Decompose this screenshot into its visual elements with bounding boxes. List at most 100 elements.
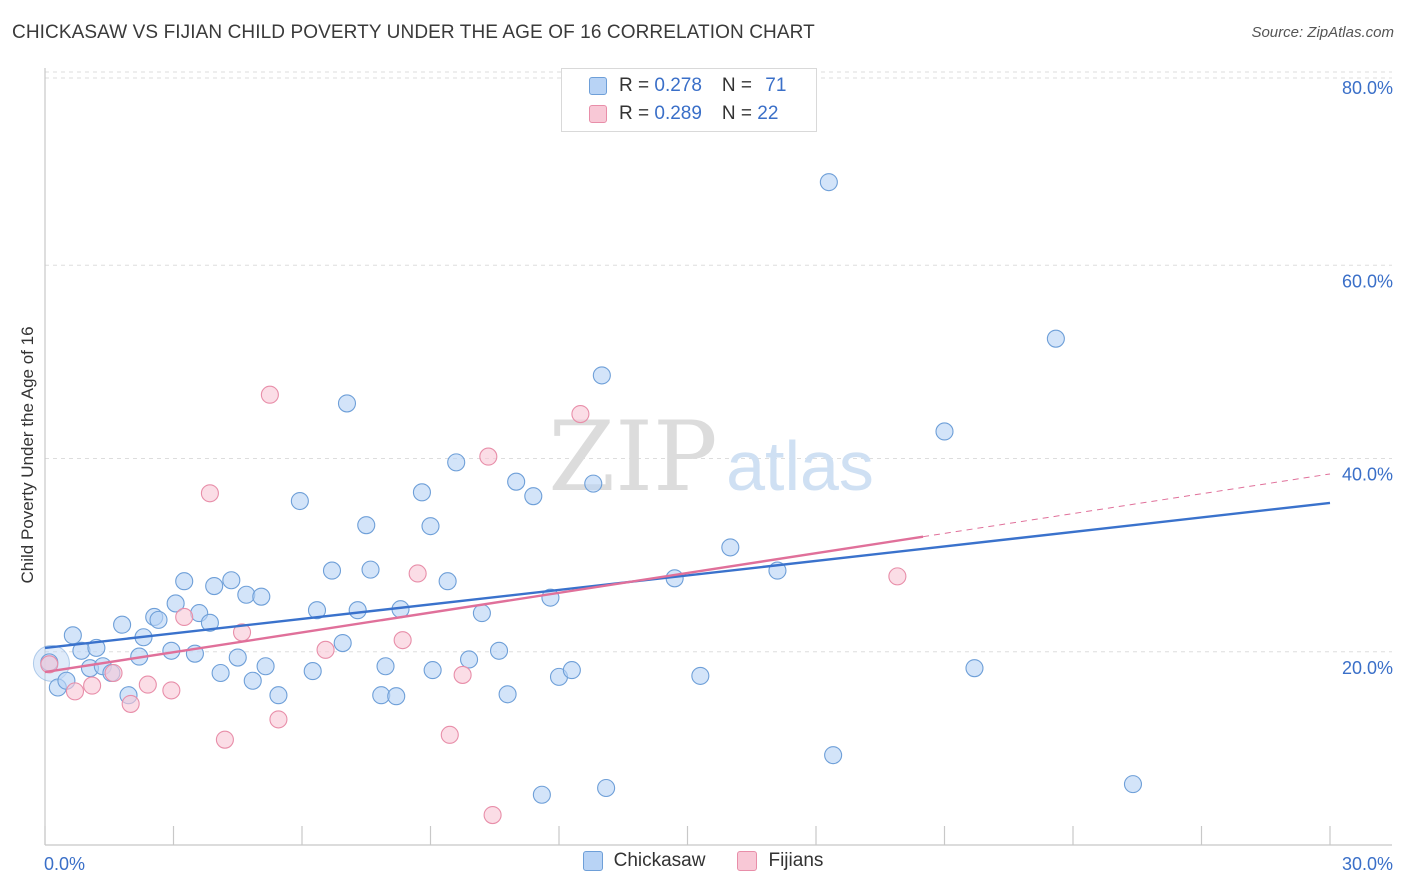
fijians-point: [408, 564, 427, 583]
chickasaw-point: [205, 576, 224, 596]
n-value: 22: [757, 103, 779, 124]
fijians-point: [215, 730, 234, 749]
chart-title: CHICKASAW VS FIJIAN CHILD POVERTY UNDER …: [12, 22, 815, 43]
fijians-point: [316, 640, 335, 659]
chickasaw-point: [1046, 329, 1065, 348]
chickasaw-point: [348, 601, 367, 620]
chickasaw-point: [597, 778, 616, 798]
legend-item-chickasaw[interactable]: Chickasaw: [582, 850, 706, 872]
fijians-trend-line: [44, 535, 924, 674]
y-tick-label: 40.0%: [1342, 465, 1393, 485]
chickasaw-point: [337, 394, 357, 413]
chickasaw-point: [303, 662, 322, 681]
legend-item-fijians[interactable]: Fijians: [737, 850, 823, 872]
watermark: ZIP atlas: [548, 401, 874, 513]
fijians-point: [65, 682, 85, 701]
chickasaw-point: [721, 538, 740, 557]
chickasaw-point: [113, 615, 132, 634]
chickasaw-point: [290, 491, 309, 511]
chickasaw-point: [524, 487, 543, 506]
chickasaw-point: [372, 686, 391, 705]
chickasaw-point: [211, 663, 230, 683]
r-value: 0.289: [654, 103, 702, 124]
fijians-point: [453, 665, 472, 684]
n-label: N =: [721, 75, 758, 96]
chickasaw-point: [200, 613, 219, 632]
legend-label-chickasaw: Chickasaw: [613, 850, 706, 871]
fijians-point: [269, 710, 288, 729]
chickasaw-point: [447, 453, 466, 472]
chickasaw-point: [333, 634, 352, 653]
chickasaw-point: [387, 687, 406, 706]
fijians-point: [162, 681, 181, 700]
trend-layer: [44, 473, 1331, 674]
chickasaw-point: [243, 671, 262, 690]
chickasaw-point: [438, 572, 457, 591]
chickasaw-point: [1123, 775, 1143, 794]
r-value: 0.278: [654, 75, 702, 96]
chickasaw-point: [322, 561, 342, 580]
source-label: Source: ZipAtlas.com: [1251, 24, 1394, 41]
fijians-point: [175, 607, 194, 627]
chickasaw-point: [965, 659, 984, 678]
chickasaw-point: [459, 650, 479, 669]
chickasaw-point: [935, 422, 954, 441]
chickasaw-point: [222, 571, 241, 590]
chickasaw-point: [584, 474, 603, 493]
chickasaw-point: [361, 560, 380, 579]
y-tick-label: 80.0%: [1342, 78, 1393, 98]
fijians-point: [571, 405, 590, 424]
chickasaw-legend-swatch: [582, 851, 603, 871]
chickasaw-swatch: [589, 77, 607, 95]
r-label: R =: [619, 75, 655, 96]
fijians-point: [393, 631, 412, 650]
chickasaw-point: [237, 585, 256, 604]
watermark-atlas: atlas: [726, 427, 874, 505]
chickasaw-point: [63, 626, 82, 645]
x-tick-label: 0.0%: [44, 854, 85, 874]
fijians-point: [200, 484, 219, 503]
n-label: N =: [721, 103, 758, 124]
fijians-swatch: [589, 105, 607, 123]
r-label: R =: [619, 103, 655, 124]
x-tick-label: 30.0%: [1342, 854, 1393, 874]
chickasaw-point: [507, 472, 526, 491]
legend-label-fijians: Fijians: [768, 850, 824, 871]
fijians-point: [479, 447, 498, 466]
fijians-point: [104, 663, 123, 683]
points-layer: [32, 173, 1143, 825]
chickasaw-point: [256, 657, 275, 676]
grid-layer: [45, 71, 1392, 653]
chickasaw-point: [252, 587, 271, 606]
fijians-point: [83, 676, 102, 695]
n-value: 71: [765, 75, 787, 96]
chickasaw-point: [149, 610, 168, 629]
fijians-point: [121, 694, 140, 713]
chickasaw-point: [166, 594, 185, 613]
chickasaw-point: [824, 746, 843, 765]
chickasaw-trend-line: [44, 501, 1331, 650]
chickasaw-point: [472, 604, 491, 623]
chickasaw-point: [532, 785, 551, 804]
chickasaw-point: [228, 648, 247, 667]
chickasaw-point: [489, 641, 509, 660]
series-legend: Chickasaw Fijians: [0, 850, 1406, 872]
fijians-trend-extension: [923, 473, 1331, 538]
fijians-point: [260, 385, 279, 404]
chickasaw-point: [562, 661, 581, 680]
chickasaw-point: [819, 173, 838, 192]
axis-layer: 20.0% 40.0% 60.0% 80.0% 0.0% 30.0%: [44, 68, 1393, 874]
chickasaw-point: [421, 517, 440, 536]
stats-row-chickasaw: R = 0.278 N = 71: [562, 73, 786, 99]
fijians-point: [40, 655, 59, 674]
chickasaw-point: [691, 666, 710, 685]
fijians-point: [483, 805, 502, 825]
chickasaw-point: [175, 572, 194, 591]
chickasaw-point: [412, 483, 431, 502]
chickasaw-point: [269, 686, 288, 705]
chickasaw-point: [592, 366, 611, 385]
y-tick-label: 20.0%: [1342, 658, 1393, 678]
fijians-legend-swatch: [737, 851, 758, 871]
fijians-point: [888, 567, 907, 586]
